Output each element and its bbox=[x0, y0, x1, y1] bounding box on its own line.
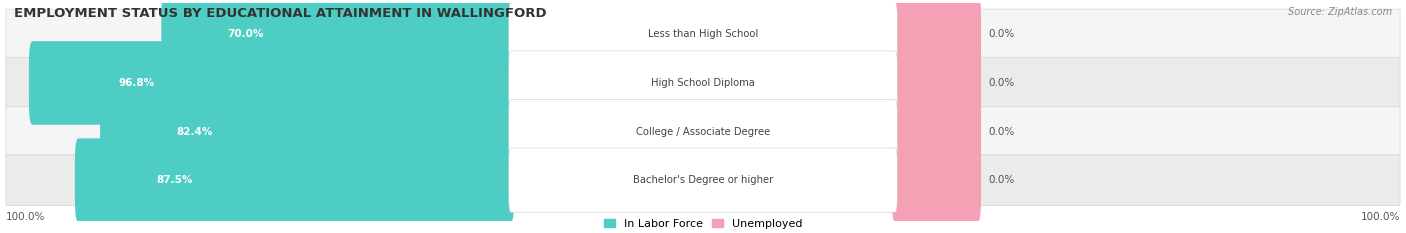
Text: 0.0%: 0.0% bbox=[988, 78, 1014, 88]
Text: EMPLOYMENT STATUS BY EDUCATIONAL ATTAINMENT IN WALLINGFORD: EMPLOYMENT STATUS BY EDUCATIONAL ATTAINM… bbox=[14, 7, 547, 20]
Text: Source: ZipAtlas.com: Source: ZipAtlas.com bbox=[1288, 7, 1392, 17]
FancyBboxPatch shape bbox=[509, 2, 897, 66]
Text: 0.0%: 0.0% bbox=[988, 29, 1014, 39]
Text: 0.0%: 0.0% bbox=[988, 127, 1014, 137]
FancyBboxPatch shape bbox=[6, 58, 1400, 108]
Text: 100.0%: 100.0% bbox=[1361, 212, 1400, 222]
FancyBboxPatch shape bbox=[509, 51, 897, 115]
FancyBboxPatch shape bbox=[891, 90, 981, 173]
Text: 70.0%: 70.0% bbox=[226, 29, 263, 39]
Text: 87.5%: 87.5% bbox=[156, 175, 193, 185]
Text: High School Diploma: High School Diploma bbox=[651, 78, 755, 88]
FancyBboxPatch shape bbox=[6, 106, 1400, 157]
FancyBboxPatch shape bbox=[75, 138, 515, 222]
FancyBboxPatch shape bbox=[6, 9, 1400, 60]
FancyBboxPatch shape bbox=[30, 41, 515, 125]
Text: Less than High School: Less than High School bbox=[648, 29, 758, 39]
FancyBboxPatch shape bbox=[6, 155, 1400, 206]
FancyBboxPatch shape bbox=[891, 41, 981, 125]
FancyBboxPatch shape bbox=[100, 90, 515, 173]
Legend: In Labor Force, Unemployed: In Labor Force, Unemployed bbox=[599, 214, 807, 233]
FancyBboxPatch shape bbox=[891, 138, 981, 222]
Text: College / Associate Degree: College / Associate Degree bbox=[636, 127, 770, 137]
Text: 0.0%: 0.0% bbox=[988, 175, 1014, 185]
Text: 100.0%: 100.0% bbox=[6, 212, 45, 222]
FancyBboxPatch shape bbox=[509, 99, 897, 164]
Text: 96.8%: 96.8% bbox=[118, 78, 155, 88]
Text: Bachelor's Degree or higher: Bachelor's Degree or higher bbox=[633, 175, 773, 185]
Text: 82.4%: 82.4% bbox=[177, 127, 214, 137]
FancyBboxPatch shape bbox=[891, 0, 981, 76]
FancyBboxPatch shape bbox=[162, 0, 515, 76]
FancyBboxPatch shape bbox=[509, 148, 897, 212]
